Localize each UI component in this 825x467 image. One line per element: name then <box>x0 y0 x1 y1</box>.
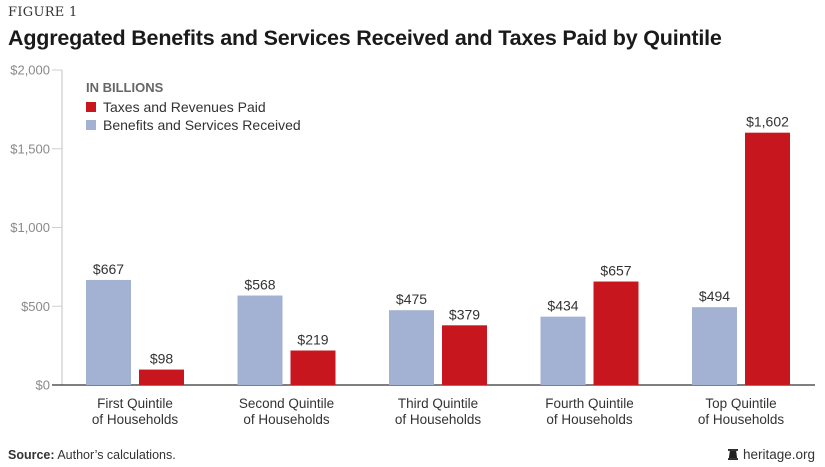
y-tick-label: $1,500 <box>10 141 50 156</box>
data-label: $1,602 <box>746 114 789 130</box>
bar-benefits <box>389 310 434 385</box>
bar-taxes <box>593 281 639 385</box>
credit-text: heritage.org <box>742 447 815 462</box>
data-label: $98 <box>150 351 174 367</box>
liberty-bell-icon <box>727 449 738 460</box>
legend-swatch <box>86 102 96 112</box>
legend-label: Benefits and Services Received <box>103 117 301 133</box>
source-label: Source: <box>8 448 55 462</box>
category-label: of Households <box>92 412 179 427</box>
category-label: of Households <box>546 412 633 427</box>
data-label: $379 <box>449 306 480 322</box>
bar-taxes <box>290 350 336 385</box>
category-label: of Households <box>395 412 482 427</box>
category-label: Top Quintile <box>705 396 776 411</box>
credit: heritage.org <box>727 447 815 462</box>
source-note: Source: Author’s calculations. <box>8 448 176 462</box>
category-label: First Quintile <box>97 396 173 411</box>
data-label: $568 <box>244 277 275 293</box>
data-label: $219 <box>297 332 328 348</box>
data-label: $475 <box>396 291 427 307</box>
legend-title: IN BILLIONS <box>86 80 164 95</box>
category-label: of Households <box>243 412 330 427</box>
y-tick-label: $0 <box>36 378 50 393</box>
bar-taxes <box>442 325 487 385</box>
bar-taxes <box>745 132 790 385</box>
data-label: $434 <box>547 298 578 314</box>
bar-benefits <box>86 279 131 385</box>
category-label: Fourth Quintile <box>545 396 634 411</box>
data-label: $494 <box>699 288 730 304</box>
bar-benefits <box>540 316 586 385</box>
data-label: $667 <box>93 261 124 277</box>
legend-swatch <box>86 120 96 130</box>
category-label: Third Quintile <box>398 396 478 411</box>
bar-benefits <box>237 295 283 385</box>
category-label: of Households <box>698 412 785 427</box>
source-text: Author’s calculations. <box>57 448 176 462</box>
y-tick-label: $500 <box>21 299 50 314</box>
y-tick-label: $2,000 <box>10 63 50 78</box>
category-label: Second Quintile <box>239 396 334 411</box>
data-label: $657 <box>600 263 631 279</box>
bar-taxes <box>139 369 184 385</box>
bar-benefits <box>692 307 737 385</box>
chart-title: Aggregated Benefits and Services Receive… <box>8 26 722 50</box>
figure-label: FIGURE 1 <box>8 5 78 20</box>
y-tick-label: $1,000 <box>10 220 50 235</box>
legend-label: Taxes and Revenues Paid <box>103 99 266 115</box>
